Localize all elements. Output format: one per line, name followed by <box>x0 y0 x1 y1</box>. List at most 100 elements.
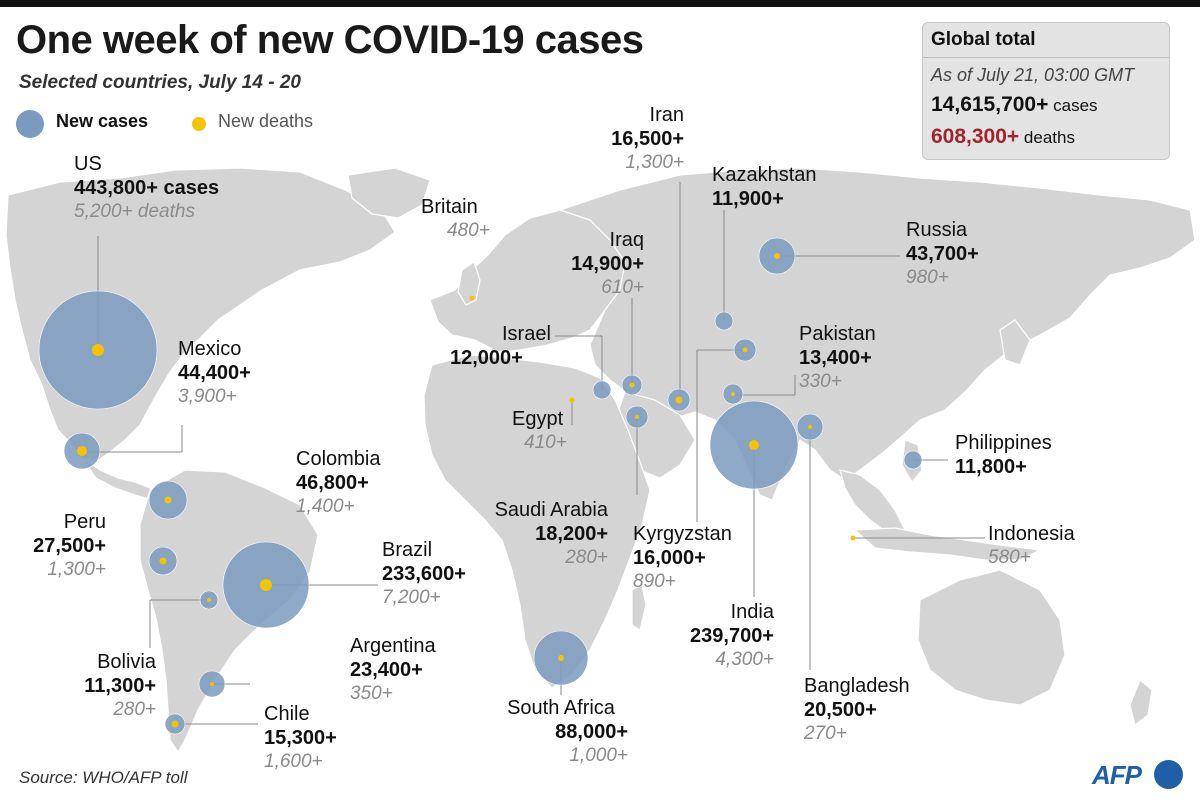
dot-us <box>92 344 104 356</box>
afp-logo-dot <box>1154 760 1183 789</box>
country-cases: 11,900+ <box>712 188 784 210</box>
label-philippines: Philippines 11,800+ <box>955 431 1052 479</box>
bubble-kazakhstan <box>714 311 734 331</box>
label-israel: Israel 12,000+ <box>450 322 551 370</box>
country-name: US <box>74 153 102 175</box>
country-name: Russia <box>906 219 968 241</box>
country-name: Colombia <box>296 448 381 470</box>
country-deaths: 280+ <box>565 547 608 568</box>
country-name: Iran <box>649 104 684 126</box>
label-bolivia: Bolivia 11,300+ 280+ <box>56 650 156 722</box>
legend-cases-label: New cases <box>56 111 149 131</box>
top-rule <box>0 0 1200 7</box>
land-indonesia <box>853 527 1043 561</box>
dot-saudi <box>635 415 639 419</box>
dot-iran <box>675 396 683 404</box>
country-name: Bolivia <box>97 651 156 673</box>
legend-deaths-swatch <box>192 117 206 131</box>
country-name: Egypt <box>512 408 564 430</box>
dot-chile <box>171 720 179 728</box>
country-cases: 20,500+ <box>804 699 877 721</box>
country-name: Britain <box>421 196 478 218</box>
land-se-asia <box>839 469 906 536</box>
dot-bolivia <box>207 598 211 602</box>
label-india: India 239,700+ 4,300+ <box>650 600 774 672</box>
country-name: Peru <box>63 511 106 533</box>
country-cases: 16,500+ <box>611 128 684 150</box>
country-cases: 88,000+ <box>555 721 628 743</box>
country-cases: 27,500+ <box>33 535 106 557</box>
land-africa <box>423 354 651 689</box>
country-cases: 443,800+ cases <box>74 177 220 199</box>
label-peru: Peru 27,500+ 1,300+ <box>6 510 106 582</box>
label-iran: Iran 16,500+ 1,300+ <box>584 103 684 175</box>
country-name: Kazakhstan <box>712 164 817 186</box>
country-name: Kyrgyzstan <box>633 523 732 545</box>
global-total-date: As of July 21, 03:00 GMT <box>931 65 1135 85</box>
country-deaths: 5,200+ deaths <box>74 201 195 222</box>
global-total-box: Global total As of July 21, 03:00 GMT 14… <box>922 22 1170 160</box>
country-deaths: 270+ <box>804 723 847 744</box>
global-total-title: Global total <box>931 29 1036 50</box>
global-deaths-value: 608,300+ <box>931 125 1020 148</box>
country-name: Saudi Arabia <box>494 499 608 521</box>
country-cases: 12,000+ <box>450 347 523 369</box>
label-south-africa: South Africa 88,000+ 1,000+ <box>494 696 628 768</box>
land-new-zealand <box>1129 679 1153 727</box>
dot-south-africa <box>558 655 564 661</box>
country-name: South Africa <box>507 697 615 719</box>
country-name: Argentina <box>350 635 436 657</box>
label-russia: Russia 43,700+ 980+ <box>906 218 979 290</box>
country-deaths: 890+ <box>633 571 676 592</box>
dot-indonesia <box>850 535 856 541</box>
country-cases: 23,400+ <box>350 659 423 681</box>
country-deaths: 1,000+ <box>569 745 628 766</box>
country-cases: 239,700+ <box>690 625 774 647</box>
country-name: Israel <box>502 323 551 345</box>
label-egypt: Egypt 410+ <box>512 407 567 455</box>
country-deaths: 980+ <box>906 267 949 288</box>
country-cases: 18,200+ <box>535 523 608 545</box>
country-deaths: 350+ <box>350 683 393 704</box>
country-deaths: 330+ <box>799 371 842 392</box>
country-name: Philippines <box>955 432 1052 454</box>
source-note: Source: WHO/AFP toll <box>19 768 188 787</box>
dot-britain <box>469 295 475 301</box>
label-iraq: Iraq 14,900+ 610+ <box>560 228 644 300</box>
global-total-divider <box>923 57 1169 58</box>
label-us: US 443,800+ cases 5,200+ deaths <box>74 152 219 224</box>
land-japan <box>999 319 1031 366</box>
legend-cases-swatch <box>16 110 44 138</box>
label-kazakhstan: Kazakhstan 11,900+ <box>712 163 817 211</box>
dot-russia <box>774 253 780 259</box>
legend-deaths-label: New deaths <box>218 111 314 131</box>
label-saudi-arabia: Saudi Arabia 18,200+ 280+ <box>468 498 608 570</box>
dot-iraq <box>629 382 635 388</box>
country-deaths: 480+ <box>447 220 490 241</box>
label-pakistan: Pakistan 13,400+ 330+ <box>799 322 876 394</box>
afp-logo-text: AFP <box>1092 760 1142 790</box>
country-deaths: 1,600+ <box>264 751 323 772</box>
country-cases: 16,000+ <box>633 547 706 569</box>
country-cases: 44,400+ <box>178 362 251 384</box>
dot-pakistan <box>731 392 735 396</box>
country-deaths: 7,200+ <box>382 587 441 608</box>
death-dots <box>77 253 856 728</box>
land-madagascar <box>631 584 647 631</box>
country-deaths: 610+ <box>601 277 644 298</box>
label-chile: Chile 15,300+ 1,600+ <box>264 702 337 774</box>
country-deaths: 280+ <box>113 699 156 720</box>
country-cases: 11,300+ <box>84 675 156 697</box>
country-cases: 11,800+ <box>955 456 1027 478</box>
dot-mexico <box>77 446 87 456</box>
country-name: Brazil <box>382 539 433 561</box>
country-name: India <box>730 601 774 623</box>
dot-kyrgyzstan <box>742 347 748 353</box>
country-deaths: 1,300+ <box>625 152 684 173</box>
country-name: Chile <box>264 703 310 725</box>
land-britain <box>457 261 481 306</box>
label-bangladesh: Bangladesh 20,500+ 270+ <box>804 674 910 746</box>
dot-argentina <box>210 682 214 686</box>
land-asia <box>558 167 1196 501</box>
label-argentina: Argentina 23,400+ 350+ <box>350 634 436 706</box>
